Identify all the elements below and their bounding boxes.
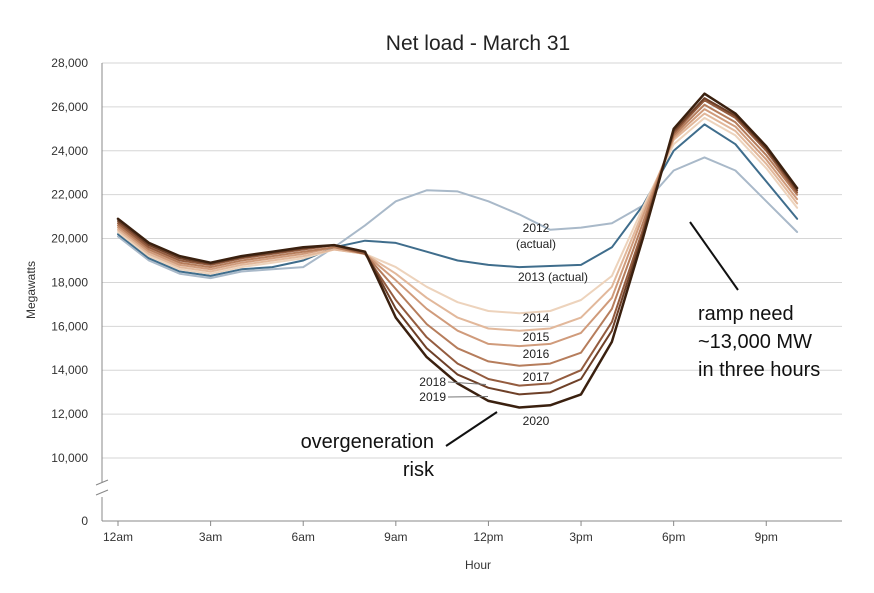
series-label: 2020: [523, 414, 550, 428]
gridlines: [102, 62, 842, 522]
axis-break-mark: [95, 479, 109, 486]
series-line: [117, 108, 799, 348]
overgen-arrow-line: [445, 411, 498, 447]
y-axis-label: Megawatts: [24, 261, 38, 319]
ramp-annotation-line-1: ramp need: [698, 303, 794, 325]
series-lines: [116, 92, 799, 409]
series-label: 2019: [419, 390, 446, 404]
label-leaders: [447, 381, 489, 398]
series-line: [117, 116, 799, 315]
overgen-annotation-line-1: overgeneration: [301, 431, 434, 453]
x-tick-label: 3pm: [569, 530, 592, 544]
series-label: 2017: [523, 370, 550, 384]
series-label: 2016: [523, 347, 550, 361]
x-tick-label: 3am: [199, 530, 222, 544]
series-line: [116, 92, 799, 409]
ramp-annotation-line-3: in three hours: [698, 359, 820, 381]
y-tick-label: 14,000: [51, 363, 88, 377]
y-tick-label: 12,000: [51, 407, 88, 421]
y-tick-label: 10,000: [51, 451, 88, 465]
series-label: 2018: [419, 375, 446, 389]
series-line: [117, 123, 799, 277]
chart-title: Net load - March 31: [386, 32, 570, 55]
series-label: (actual): [516, 237, 556, 251]
series-line: [117, 112, 799, 332]
x-tick-label: 9pm: [755, 530, 778, 544]
axes: [95, 63, 842, 522]
overgen-annotation-line-2: risk: [403, 459, 435, 481]
ramp-annotation: ramp need ~13,000 MW in three hours: [689, 221, 820, 381]
ramp-annotation-line-2: ~13,000 MW: [698, 331, 812, 353]
y-tick-label: 26,000: [51, 100, 88, 114]
y-tick-label: 16,000: [51, 319, 88, 333]
x-tick-labels: 12am 3am 6am 9am 12pm 3pm 6pm 9pm: [103, 521, 778, 544]
series-line: [117, 156, 799, 280]
series-label: 2013 (actual): [518, 270, 588, 284]
series-line: [117, 99, 799, 387]
series-line: [117, 97, 799, 396]
series-label: 2015: [523, 330, 550, 344]
y-tick-label: 24,000: [51, 144, 88, 158]
leader-2018: [447, 381, 487, 385]
series-label: 2014: [523, 311, 550, 325]
overgeneration-annotation: overgeneration risk: [301, 411, 498, 481]
y-tick-label: 28,000: [51, 56, 88, 70]
axis-break-mark: [95, 489, 109, 496]
ramp-arrow-line: [689, 221, 739, 291]
y-tick-label: 20,000: [51, 232, 88, 246]
x-tick-label: 6am: [292, 530, 315, 544]
y-tick-label: 22,000: [51, 188, 88, 202]
y-tick-label: 0: [81, 514, 88, 528]
x-tick-label: 6pm: [662, 530, 685, 544]
x-tick-label: 12am: [103, 530, 133, 544]
series-label: 2012: [523, 221, 550, 235]
y-tick-label: 18,000: [51, 275, 88, 289]
series-line: [117, 103, 799, 367]
x-tick-label: 9am: [384, 530, 407, 544]
x-axis-label: Hour: [465, 558, 491, 572]
x-tick-label: 12pm: [473, 530, 503, 544]
series-labels: 2012 (actual) 2013 (actual) 2014 2015 2016 201…: [419, 221, 588, 428]
y-tick-labels: 0 10,000 12,000 14,000 16,000 18,000 20,000 22,…: [51, 56, 88, 528]
